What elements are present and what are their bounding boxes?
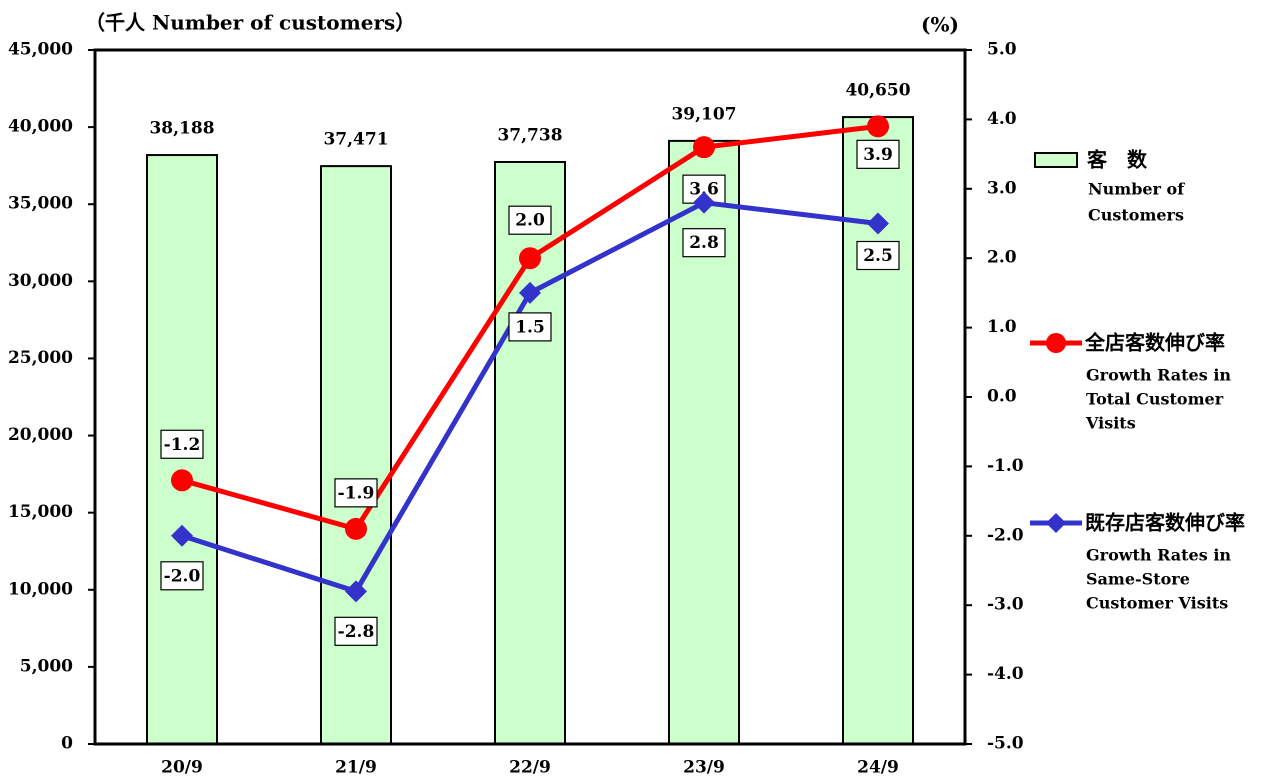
left-axis-title: （千人 Number of customers）	[85, 11, 415, 35]
bar-value-label: 38,188	[149, 119, 214, 139]
left-tick-label: 35,000	[8, 194, 73, 214]
data-label: -1.9	[338, 483, 375, 503]
data-label: 2.5	[863, 246, 893, 266]
legend-label-en: Customer Visits	[1086, 594, 1228, 613]
right-tick-label: -5.0	[987, 734, 1024, 754]
right-tick-label: 5.0	[987, 40, 1017, 60]
legend-label-en: Total Customer	[1086, 390, 1224, 409]
data-label-box	[160, 429, 204, 459]
point-marker-same-store	[867, 212, 889, 235]
legend-label-cjk: 全店客数伸び率	[1084, 331, 1225, 355]
legend-swatch-bars	[1034, 152, 1078, 168]
data-label: 3.6	[689, 180, 719, 200]
category-label: 22/9	[509, 758, 551, 778]
legend-label-bars-en: Number of	[1088, 180, 1185, 199]
legend-label-bars-cjk: 客 数	[1086, 148, 1148, 172]
right-tick-label: 1.0	[987, 317, 1017, 337]
legend-marker-total	[1046, 333, 1066, 353]
right-tick-label: 4.0	[987, 109, 1017, 129]
right-tick-label: -4.0	[987, 664, 1024, 684]
left-tick-label: 25,000	[8, 348, 73, 368]
point-marker-same-store	[693, 191, 715, 214]
bar-value-label: 37,738	[497, 125, 562, 145]
bar-24/9	[842, 116, 914, 745]
data-label-box	[334, 616, 378, 646]
legend-label-en: Same-Store	[1086, 570, 1190, 589]
right-tick-label: 0.0	[987, 387, 1017, 407]
legend-marker-same-store	[1046, 513, 1066, 533]
left-tick-label: 0	[61, 734, 73, 754]
point-marker-same-store	[519, 281, 541, 304]
data-label-box	[508, 312, 552, 342]
bar-value-label: 37,471	[323, 130, 388, 150]
point-marker-total	[867, 115, 889, 138]
data-label: -1.2	[164, 435, 201, 455]
left-tick-label: 5,000	[20, 656, 73, 676]
data-label: 3.9	[863, 145, 893, 165]
right-tick-label: 3.0	[987, 178, 1017, 198]
point-marker-same-store	[345, 580, 367, 603]
category-label: 23/9	[683, 758, 725, 778]
data-label: -2.8	[338, 622, 375, 642]
right-tick-label: 2.0	[987, 248, 1017, 268]
point-marker-total	[693, 136, 715, 159]
right-tick-label: -1.0	[987, 456, 1024, 476]
legend-label-en: Visits	[1085, 414, 1136, 433]
bar-value-label: 39,107	[671, 104, 736, 124]
legend-label-en: Growth Rates in	[1086, 366, 1231, 385]
category-label: 20/9	[161, 758, 203, 778]
left-tick-label: 40,000	[8, 117, 73, 137]
data-label-box	[682, 228, 726, 258]
point-marker-same-store	[171, 524, 193, 547]
category-label: 24/9	[857, 758, 899, 778]
left-tick-label: 15,000	[8, 502, 73, 522]
data-label: 2.8	[689, 233, 719, 253]
data-label-box	[856, 139, 900, 169]
point-marker-total	[345, 517, 367, 540]
left-tick-label: 20,000	[8, 425, 73, 445]
legend-label-en: Growth Rates in	[1086, 546, 1231, 565]
data-label-box	[160, 561, 204, 591]
point-marker-total	[519, 247, 541, 270]
point-marker-total	[171, 469, 193, 492]
data-label-box	[508, 205, 552, 235]
right-axis-title: (%)	[921, 13, 959, 37]
data-label: 1.5	[515, 317, 545, 337]
category-label: 21/9	[335, 758, 377, 778]
data-label: 2.0	[515, 211, 545, 231]
legend-label-cjk: 既存店客数伸び率	[1085, 511, 1245, 535]
data-label: -2.0	[164, 566, 201, 586]
bar-value-label: 40,650	[845, 81, 910, 101]
right-tick-label: -3.0	[987, 595, 1024, 615]
left-tick-label: 10,000	[8, 579, 73, 599]
data-label-box	[856, 240, 900, 271]
data-label-box	[334, 478, 378, 508]
left-tick-label: 30,000	[8, 271, 73, 291]
bar-21/9	[320, 165, 392, 746]
legend-label-bars-en: Customers	[1088, 206, 1184, 225]
left-tick-label: 45,000	[8, 40, 73, 60]
right-tick-label: -2.0	[987, 525, 1024, 545]
